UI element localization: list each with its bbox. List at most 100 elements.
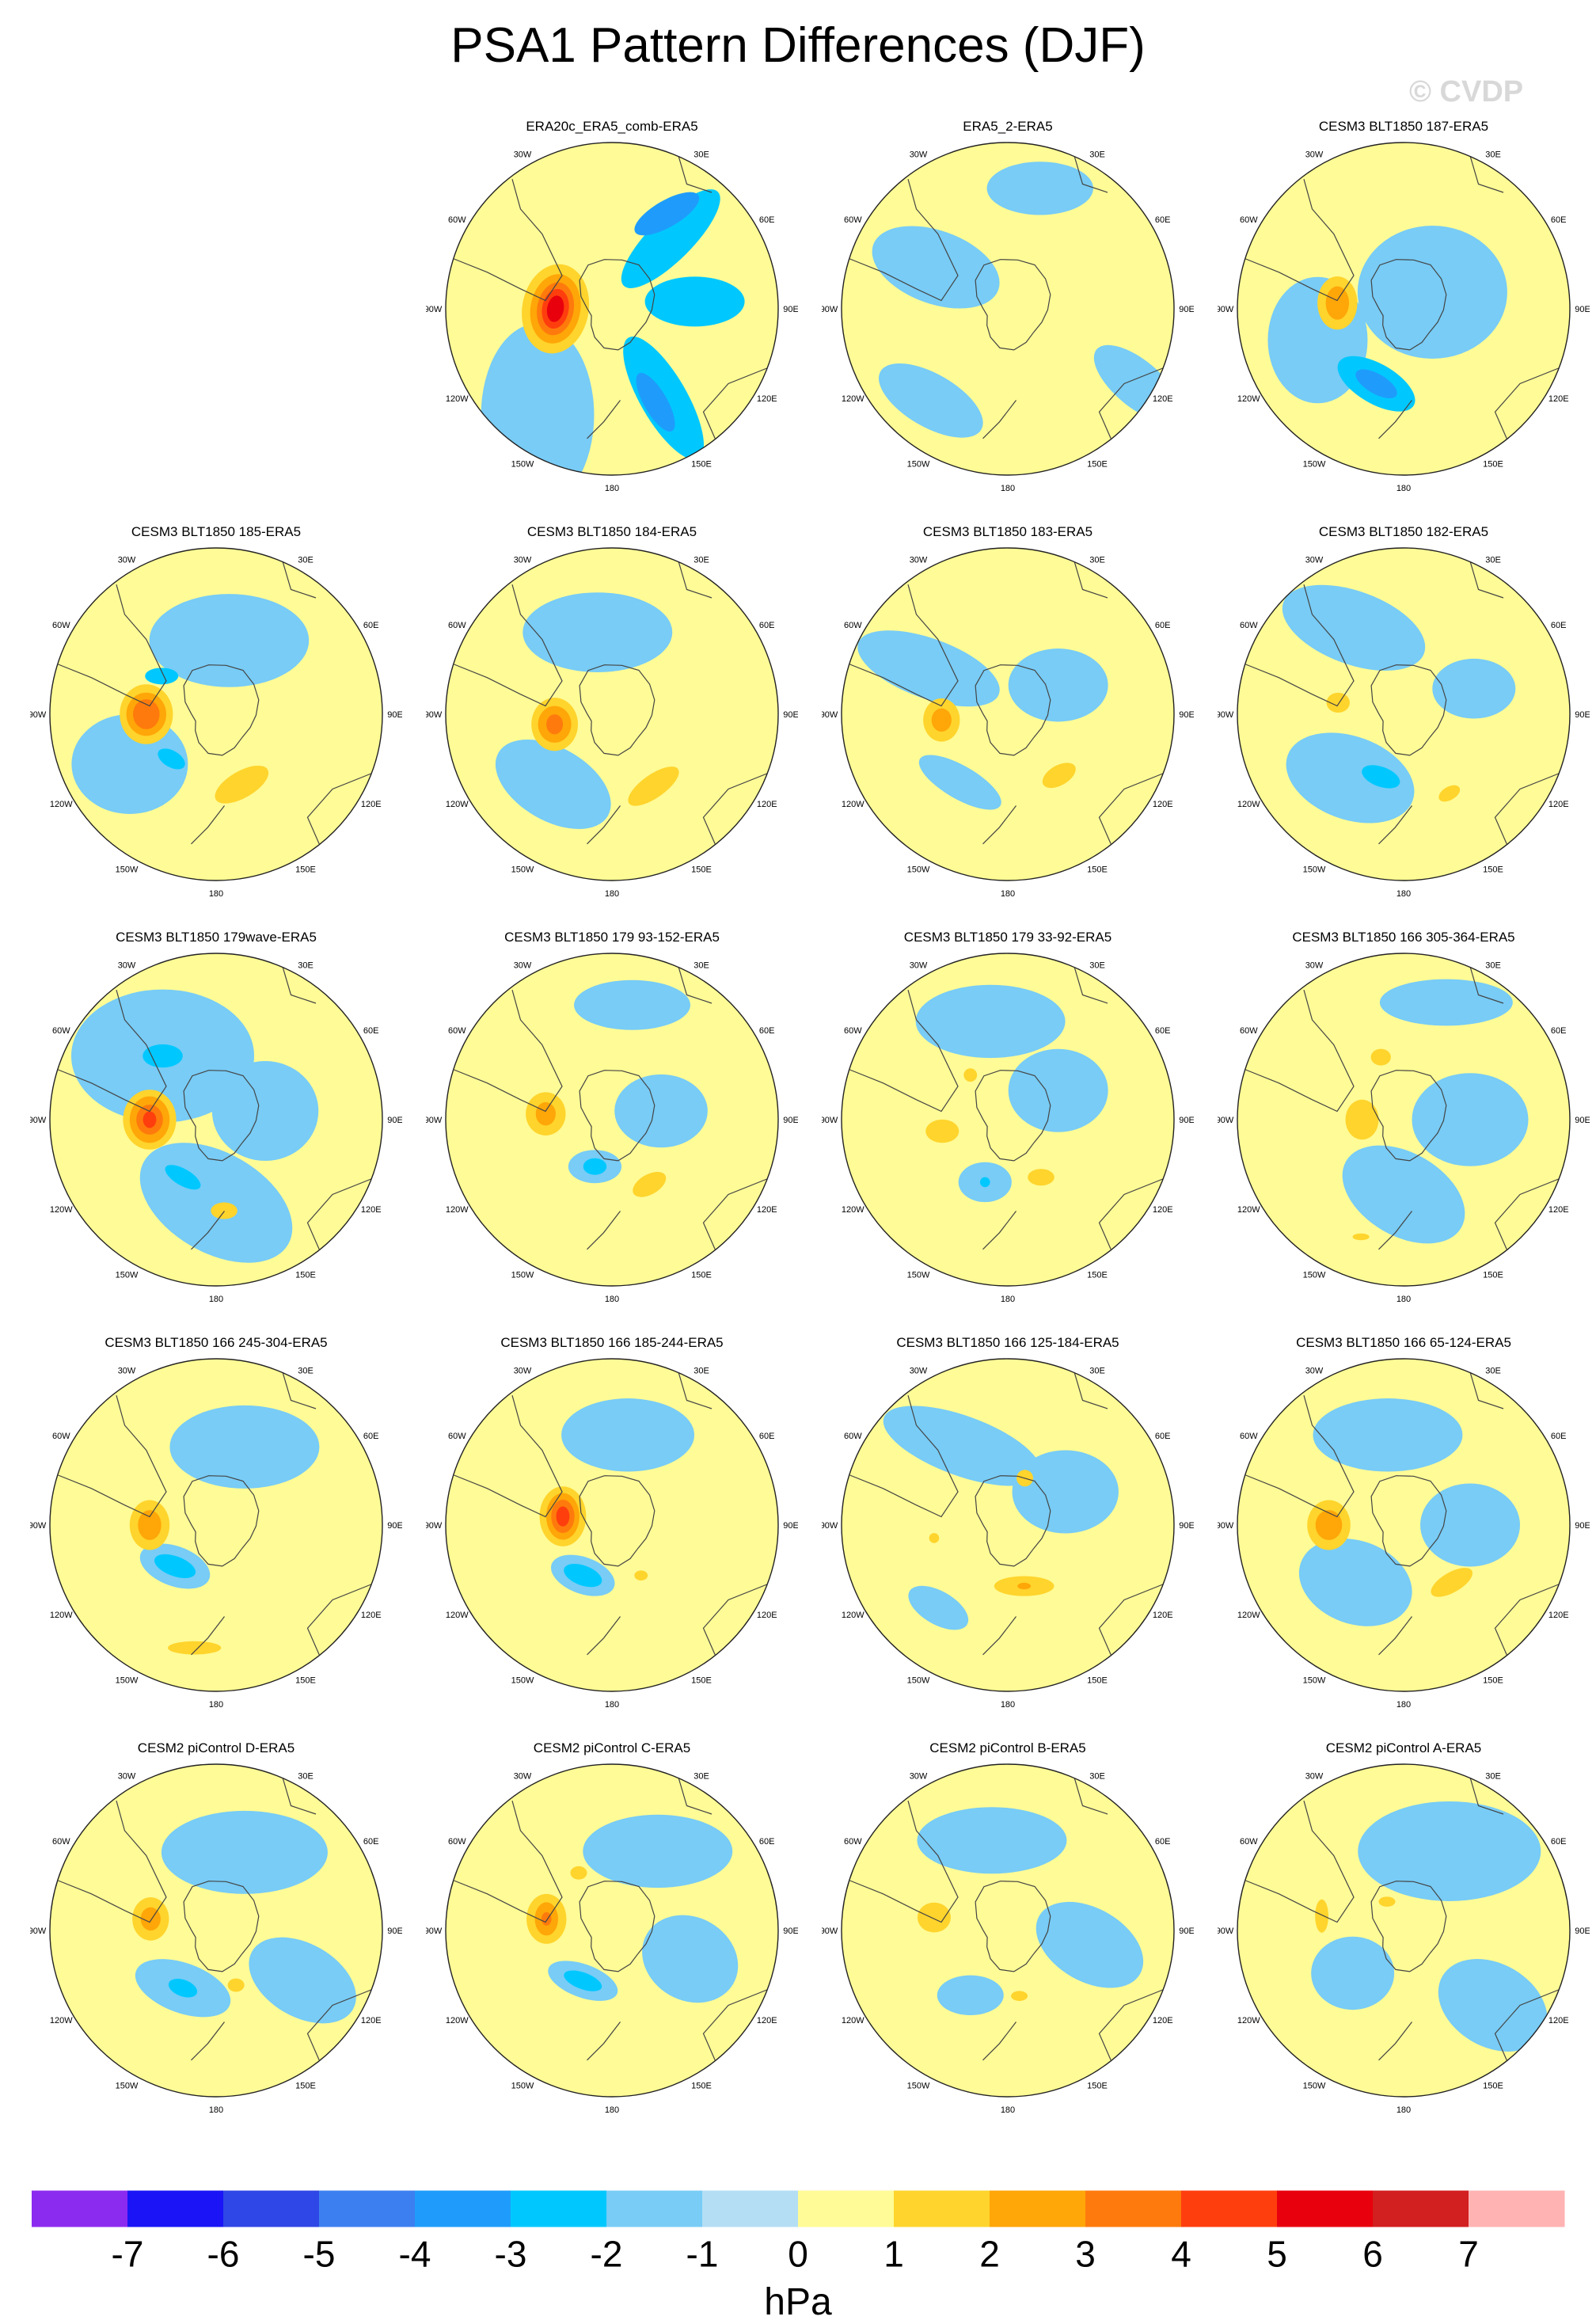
panel-title: CESM2 piControl B-ERA5 [929,1740,1086,1755]
contour-region [917,1902,951,1933]
longitude-label: 0 [1401,133,1406,135]
africa-coastline [678,966,712,1004]
longitude-label: 30E [694,1771,709,1781]
colorbar-tick-label: -7 [112,2234,144,2275]
longitude-label: 60E [1155,621,1171,630]
map-border [445,1358,779,1692]
map-panel: CESM3 BLT1850 183-ERA50 30E 60E 90E 120E 150E… [822,524,1194,912]
longitude-label: 30W [514,960,532,970]
longitude-label: 120E [1153,1611,1173,1620]
antarctica-coastline [579,1475,656,1567]
south-america-coastline [454,1801,563,1923]
longitude-label: 180 [209,1700,223,1710]
longitude-label: 30W [910,1366,928,1375]
longitude-label: 30W [118,1771,136,1781]
map-panel: CESM3 BLT1850 182-ERA50 30E 60E 90E 120E 150E… [1218,524,1590,912]
contour-region [979,1177,990,1188]
africa-coastline [282,561,317,599]
new-zealand-coastline [982,805,1016,845]
map-border [1237,547,1571,881]
longitude-label: 30E [1089,150,1105,159]
longitude-label: 30W [910,555,928,565]
longitude-label: 150W [511,460,534,470]
longitude-label: 0 [1005,133,1010,135]
polar-map: 0 30E 60E 90E 120E 150E 180 150W 120W 90W 60W 30W [30,538,402,899]
antarctica-coastline [579,1881,656,1972]
longitude-label: 60E [1551,1432,1567,1441]
longitude-label: 150W [1303,865,1326,875]
longitude-label: 30W [514,1771,532,1781]
longitude-label: 150E [691,865,712,875]
longitude-label: 150W [511,1271,534,1280]
contour-region [1315,1899,1328,1933]
contour-region [1036,1901,1144,1988]
longitude-label: 60W [448,621,466,630]
longitude-label: 30E [1485,555,1501,565]
panel-title: CESM3 BLT1850 179 33-92-ERA5 [903,930,1112,945]
contour-region [154,1554,196,1579]
contour-region [1342,1145,1465,1244]
colorbar-swatch [702,2190,799,2227]
longitude-label: 150E [1483,1676,1503,1686]
contour-region [878,363,983,438]
south-america-coastline [1245,1801,1355,1923]
contour-region [931,708,952,732]
map-panel: CESM3 BLT1850 166 185-244-ERA50 30E 60E 90E… [426,1335,798,1723]
contour-region [621,189,720,288]
new-zealand-coastline [191,1211,225,1250]
longitude-label: 60E [1155,215,1171,225]
longitude-label: 30E [1485,1366,1501,1375]
contour-region [1431,1568,1472,1597]
longitude-label: 120E [361,1205,382,1215]
longitude-label: 60E [1551,621,1567,630]
figure-title: PSA1 Pattern Differences (DJF) [450,18,1146,73]
longitude-label: 60E [1155,1837,1171,1847]
antarctica-coastline [183,1475,260,1567]
map-panel: CESM3 BLT1850 185-ERA50 30E 60E 90E 120E 150E… [30,524,402,912]
longitude-label: 30W [514,150,532,159]
australia-coastline [1494,1987,1562,2061]
contour-region [1345,1099,1379,1140]
longitude-label: 90W [822,305,838,314]
contour-region [917,1807,1067,1874]
contour-region [570,1866,587,1880]
longitude-label: 60E [363,621,379,630]
colorbar-swatch [511,2190,607,2227]
longitude-label: 120E [1153,2016,1173,2025]
australia-coastline [702,1582,770,1656]
map-border [841,1358,1175,1692]
panel-title: CESM3 BLT1850 179 93-152-ERA5 [504,930,720,945]
longitude-label: 150W [907,1271,930,1280]
contour-region [634,192,700,236]
longitude-label: 60E [1551,215,1567,225]
australia-coastline [1098,1582,1166,1656]
longitude-label: 30E [1089,1366,1105,1375]
contour-region [546,295,564,322]
longitude-label: 120E [361,2016,382,2025]
map-panel: CESM2 piControl A-ERA50 30E 60E 90E 120E 150E… [1218,1740,1590,2128]
africa-coastline [1074,155,1108,193]
panel-title: CESM3 BLT1850 166 305-364-ERA5 [1292,930,1515,945]
longitude-label: 150E [691,1271,712,1280]
contour-region [937,1975,1004,2016]
africa-coastline [1469,561,1504,599]
longitude-label: 120E [1548,394,1569,404]
new-zealand-coastline [1378,400,1412,439]
colorbar-swatch [1085,2190,1182,2227]
contour-region [1042,763,1076,789]
australia-coastline [1494,1177,1562,1250]
contour-region [1311,1936,1395,2010]
panel-title: CESM3 BLT1850 185-ERA5 [131,524,302,539]
africa-coastline [678,561,712,599]
antarctica-coastline [975,664,1051,756]
longitude-label: 150E [691,1676,712,1686]
polar-map: 0 30E 60E 90E 120E 150E 180 150W 120W 90W 60W 30W [426,944,798,1304]
map-border [841,547,1175,881]
longitude-label: 30W [910,960,928,970]
contour-region [133,699,160,729]
panel-title: ERA5_2-ERA5 [963,119,1053,134]
africa-coastline [1074,1777,1108,1815]
map-panel: CESM3 BLT1850 166 245-304-ERA50 30E 60E 90E… [30,1335,402,1723]
map-panel: CESM3 BLT1850 179wave-ERA50 30E 60E 90E 120E… [30,930,402,1318]
antarctica-coastline [579,664,656,756]
